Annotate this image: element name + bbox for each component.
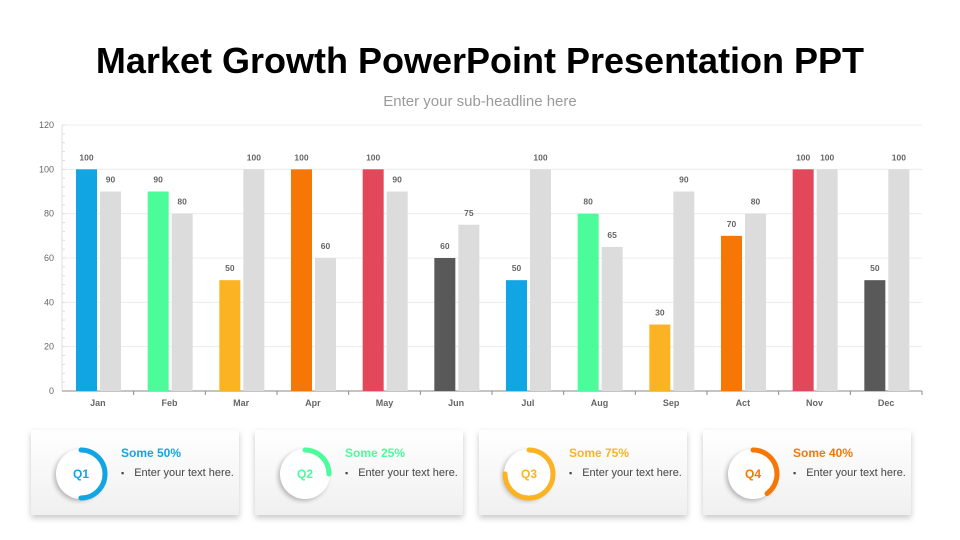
- card-heading: Some 75%: [569, 446, 630, 460]
- bar-dec-s1: [864, 280, 886, 391]
- data-label: 50: [225, 263, 235, 273]
- card-text: Enter your text here.: [793, 467, 906, 479]
- progress-ring: Q1: [54, 447, 108, 501]
- bar-nov-s2: [816, 169, 838, 391]
- bar-feb-s2: [171, 213, 193, 391]
- bar-apr-s1: [291, 169, 312, 391]
- bar-chart: 0 20 40 60 80 100 120 Jan 100 90 Feb 90 80 Mar 50 100 Ap…: [39, 120, 923, 408]
- data-label: 90: [106, 175, 116, 185]
- data-label: 100: [892, 152, 906, 162]
- y-tick-label: 40: [44, 297, 54, 307]
- bar-jun-s2: [458, 224, 480, 391]
- bar-may-s1: [362, 169, 384, 391]
- data-label: 30: [655, 308, 665, 318]
- page-subtitle: Enter your sub-headline here: [383, 93, 577, 110]
- x-tick-label: May: [376, 398, 394, 408]
- card-text: Enter your text here.: [345, 467, 458, 479]
- bar-jan-s2: [100, 191, 121, 391]
- quarter-card-q2: Q2 Some 25% Enter your text here.: [255, 430, 463, 515]
- data-label: 100: [533, 152, 547, 162]
- bar-dec-s2: [888, 169, 910, 391]
- bar-jan-s1: [76, 169, 97, 391]
- page-title: Market Growth PowerPoint Presentation PP…: [95, 40, 865, 81]
- bar-act-s1: [721, 235, 742, 391]
- data-label: 100: [79, 152, 93, 162]
- data-label: 100: [796, 152, 810, 162]
- quarter-card-q4: Q4 Some 40% Enter your text here.: [703, 430, 911, 515]
- progress-ring: Q4: [726, 447, 780, 501]
- x-tick-label: Aug: [591, 398, 609, 408]
- x-tick-label: Jun: [448, 398, 464, 408]
- bar-nov-s1: [792, 169, 814, 391]
- data-label: 50: [870, 263, 880, 273]
- bar-sep-s1: [649, 324, 671, 391]
- bar-jul-s1: [506, 280, 527, 391]
- x-tick-label: Feb: [161, 398, 178, 408]
- bar-feb-s1: [147, 191, 169, 391]
- data-label: 100: [294, 152, 308, 162]
- bar-sep-s2: [673, 191, 695, 391]
- x-tick-label: Mar: [233, 398, 250, 408]
- quarter-label: Q1: [73, 467, 89, 481]
- data-label: 80: [583, 197, 593, 207]
- bar-mar-s2: [243, 169, 265, 391]
- card-heading: Some 25%: [345, 446, 406, 460]
- y-tick-label: 100: [39, 164, 54, 174]
- bar-jul-s2: [530, 169, 551, 391]
- data-label: 60: [440, 241, 450, 251]
- x-tick-label: Jan: [90, 398, 106, 408]
- bar-may-s2: [386, 191, 408, 391]
- quarter-card-q1: Q1 Some 50% Enter your text here.: [31, 430, 239, 515]
- y-tick-label: 60: [44, 253, 54, 263]
- x-tick-label: Jul: [521, 398, 534, 408]
- progress-ring: Q3: [502, 447, 556, 501]
- data-label: 80: [751, 197, 761, 207]
- data-label: 90: [679, 175, 689, 185]
- data-label: 90: [153, 175, 163, 185]
- data-label: 100: [820, 152, 834, 162]
- data-label: 70: [727, 219, 737, 229]
- bar-mar-s1: [219, 280, 241, 391]
- y-tick-label: 80: [44, 209, 54, 219]
- quarter-label: Q3: [521, 467, 537, 481]
- x-tick-label: Nov: [806, 398, 823, 408]
- data-label: 90: [392, 175, 402, 185]
- data-label: 100: [247, 152, 261, 162]
- progress-ring: Q2: [278, 447, 332, 501]
- data-label: 65: [607, 230, 617, 240]
- x-tick-label: Sep: [663, 398, 680, 408]
- bar-act-s2: [745, 213, 766, 391]
- data-label: 100: [366, 152, 380, 162]
- bar-apr-s2: [315, 258, 336, 391]
- bar-aug-s1: [577, 213, 599, 391]
- y-tick-label: 120: [39, 120, 54, 130]
- bar-aug-s2: [601, 246, 623, 391]
- quarter-card-q3: Q3 Some 75% Enter your text here.: [479, 430, 687, 515]
- y-tick-label: 20: [44, 342, 54, 352]
- data-label: 75: [464, 208, 474, 218]
- x-tick-label: Dec: [878, 398, 895, 408]
- bar-jun-s1: [434, 258, 456, 391]
- card-heading: Some 40%: [793, 446, 854, 460]
- data-label: 60: [321, 241, 331, 251]
- x-tick-label: Act: [736, 398, 751, 408]
- x-tick-label: Apr: [305, 398, 321, 408]
- data-label: 80: [177, 197, 187, 207]
- quarter-label: Q4: [745, 467, 761, 481]
- y-tick-label: 0: [49, 386, 54, 396]
- card-text: Enter your text here.: [569, 467, 682, 479]
- card-heading: Some 50%: [121, 446, 182, 460]
- card-text: Enter your text here.: [121, 467, 234, 479]
- data-label: 50: [512, 263, 522, 273]
- quarter-label: Q2: [297, 467, 313, 481]
